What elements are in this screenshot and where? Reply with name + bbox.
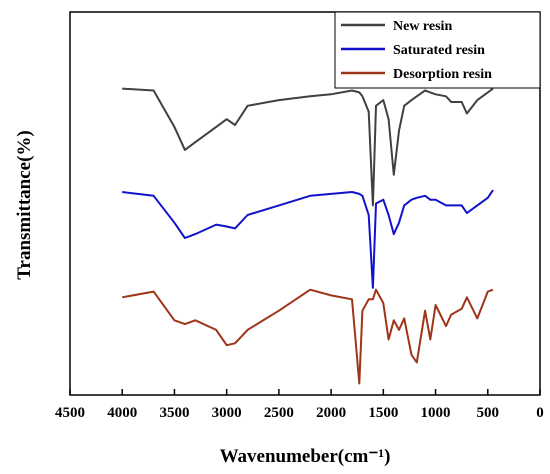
x-tick-label: 2000 — [316, 405, 346, 421]
legend-label: Desorption resin — [393, 67, 492, 82]
x-tick-label: 4500 — [55, 405, 85, 421]
x-axis-label: Wavenumeber(cm⁻¹) — [220, 446, 391, 467]
series-line — [122, 87, 494, 207]
x-tick-label: 3000 — [212, 405, 242, 421]
x-tick-label: 1500 — [368, 405, 398, 421]
x-tick-label: 1000 — [421, 405, 451, 421]
x-tick-label: 4000 — [107, 405, 137, 421]
y-axis-label: Transmittance(%) — [14, 130, 35, 280]
x-tick-label: 3500 — [159, 405, 189, 421]
legend-label: Saturated resin — [393, 43, 485, 58]
x-tick-label: 500 — [477, 405, 500, 421]
series-line — [122, 189, 494, 289]
legend-label: New resin — [393, 19, 452, 34]
plot-frame — [69, 11, 541, 396]
series-line — [122, 288, 494, 385]
x-tick-label: 2500 — [264, 405, 294, 421]
x-tick-label: 0 — [536, 405, 544, 421]
